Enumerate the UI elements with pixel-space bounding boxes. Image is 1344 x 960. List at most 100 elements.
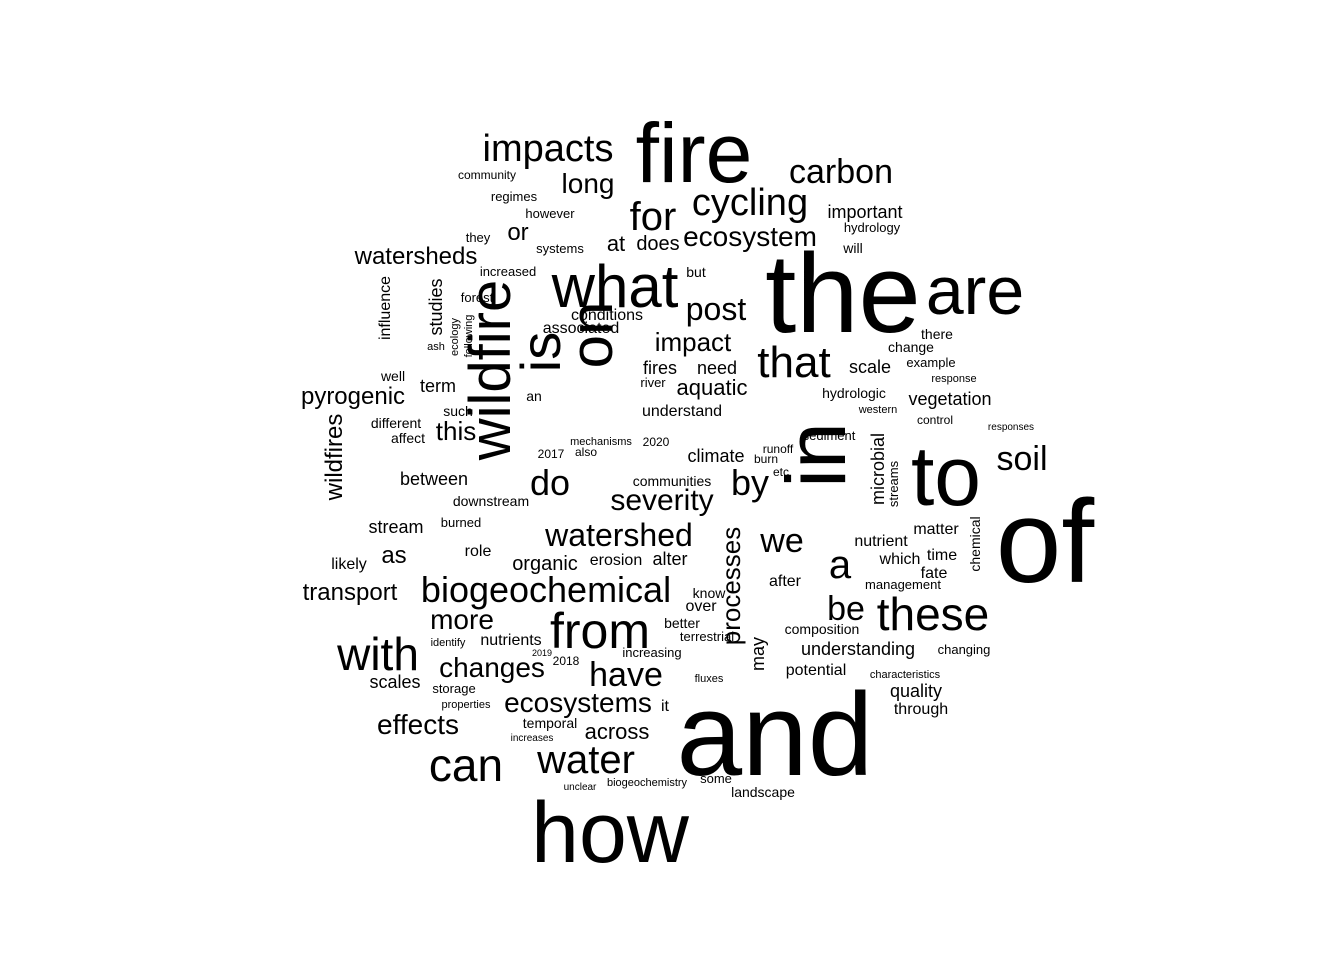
cloud-word: of bbox=[996, 476, 1095, 608]
cloud-word: hydrology bbox=[844, 220, 901, 235]
cloud-word: through bbox=[894, 701, 948, 718]
cloud-word: wildfire bbox=[458, 280, 523, 462]
cloud-word: there bbox=[921, 326, 953, 342]
cloud-word: increasing bbox=[622, 645, 681, 660]
cloud-word: ecology bbox=[449, 318, 461, 356]
cloud-word: however bbox=[525, 206, 575, 221]
cloud-word: they bbox=[466, 230, 491, 245]
cloud-word: need bbox=[697, 358, 737, 378]
cloud-word: transport bbox=[303, 579, 398, 606]
cloud-word: biogeochemical bbox=[421, 569, 671, 610]
cloud-word: responses bbox=[988, 422, 1034, 433]
cloud-word: or bbox=[507, 219, 528, 246]
cloud-word: microbial bbox=[868, 433, 888, 505]
cloud-word: between bbox=[400, 469, 468, 489]
cloud-word: an bbox=[526, 388, 542, 404]
cloud-word: erosion bbox=[590, 552, 642, 569]
cloud-word: we bbox=[759, 522, 803, 560]
cloud-word: identify bbox=[431, 637, 466, 649]
cloud-word: can bbox=[429, 739, 503, 791]
cloud-word: vegetation bbox=[908, 389, 991, 409]
cloud-word: affect bbox=[391, 430, 425, 446]
cloud-word: systems bbox=[536, 241, 584, 256]
cloud-word: from bbox=[550, 603, 650, 659]
cloud-word: river bbox=[640, 375, 666, 390]
cloud-word: changes bbox=[439, 652, 545, 683]
cloud-word: nutrients bbox=[480, 632, 541, 649]
cloud-word: that bbox=[757, 338, 830, 387]
cloud-word: to bbox=[911, 429, 981, 523]
cloud-word: 2019 bbox=[532, 648, 552, 658]
cloud-word: climate bbox=[687, 446, 744, 466]
cloud-word: following bbox=[463, 315, 475, 358]
cloud-word: role bbox=[465, 543, 492, 560]
cloud-word: increased bbox=[480, 264, 536, 279]
cloud-word: storage bbox=[432, 681, 475, 696]
cloud-word: but bbox=[686, 264, 706, 280]
cloud-word: organic bbox=[512, 553, 578, 575]
cloud-word: this bbox=[436, 416, 476, 446]
cloud-word: wildfires bbox=[321, 414, 348, 502]
cloud-word: community bbox=[458, 168, 516, 182]
cloud-word: on bbox=[558, 302, 625, 369]
cloud-word: mechanisms bbox=[570, 436, 632, 448]
cloud-word: at bbox=[607, 231, 625, 256]
cloud-word: by bbox=[731, 462, 769, 503]
cloud-word: chemical bbox=[967, 516, 983, 571]
cloud-word: which bbox=[879, 551, 921, 568]
cloud-word: different bbox=[371, 415, 421, 431]
cloud-word: potential bbox=[786, 662, 847, 679]
cloud-word: downstream bbox=[453, 493, 529, 509]
cloud-word: a bbox=[829, 543, 852, 587]
cloud-word: terrestrial bbox=[680, 629, 734, 644]
cloud-word: across bbox=[585, 719, 650, 744]
cloud-word: temporal bbox=[523, 715, 577, 731]
cloud-word: properties bbox=[442, 699, 491, 711]
cloud-word: long bbox=[562, 168, 615, 199]
cloud-word: characteristics bbox=[870, 669, 941, 681]
cloud-word: over bbox=[685, 598, 717, 615]
cloud-word: what bbox=[551, 253, 679, 320]
cloud-word: etc bbox=[773, 465, 789, 479]
cloud-word: will bbox=[842, 240, 862, 256]
cloud-word: it bbox=[661, 698, 670, 715]
cloud-word: fire bbox=[636, 106, 753, 200]
cloud-word: landscape bbox=[731, 784, 795, 800]
cloud-word: stream bbox=[368, 517, 423, 537]
cloud-word: scale bbox=[849, 357, 891, 377]
cloud-word: may bbox=[748, 637, 768, 671]
cloud-word: forest bbox=[461, 290, 494, 305]
cloud-word: example bbox=[906, 355, 955, 370]
cloud-word: fate bbox=[921, 565, 948, 582]
cloud-word: hydrologic bbox=[822, 385, 886, 401]
cloud-word: and bbox=[677, 669, 874, 801]
cloud-word: control bbox=[917, 413, 953, 427]
cloud-word: also bbox=[575, 445, 597, 459]
cloud-word: regimes bbox=[491, 189, 538, 204]
cloud-word: influence bbox=[377, 276, 394, 340]
cloud-word: 2018 bbox=[553, 654, 580, 668]
cloud-word: understanding bbox=[801, 639, 915, 659]
cloud-word: well bbox=[380, 368, 405, 384]
cloud-word: have bbox=[589, 656, 663, 694]
cloud-word: sediment bbox=[803, 428, 856, 443]
cloud-word: communities bbox=[633, 473, 712, 489]
cloud-word: are bbox=[926, 253, 1024, 329]
cloud-word: aquatic bbox=[677, 375, 748, 400]
cloud-word: watersheds bbox=[354, 243, 478, 270]
cloud-word: quality bbox=[890, 681, 942, 701]
cloud-word: severity bbox=[610, 484, 713, 517]
cloud-word: ecosystems bbox=[504, 687, 652, 718]
cloud-word: do bbox=[530, 462, 570, 503]
cloud-word: better bbox=[664, 615, 700, 631]
cloud-word: how bbox=[531, 785, 690, 881]
cloud-word: important bbox=[827, 202, 902, 222]
cloud-word: impact bbox=[655, 327, 732, 357]
cloud-word: increases bbox=[511, 733, 554, 744]
cloud-word: likely bbox=[331, 556, 367, 573]
cloud-word: time bbox=[927, 547, 957, 564]
cloud-word: understand bbox=[642, 403, 722, 420]
cloud-word: post bbox=[686, 291, 747, 327]
cloud-word: know bbox=[693, 585, 727, 601]
